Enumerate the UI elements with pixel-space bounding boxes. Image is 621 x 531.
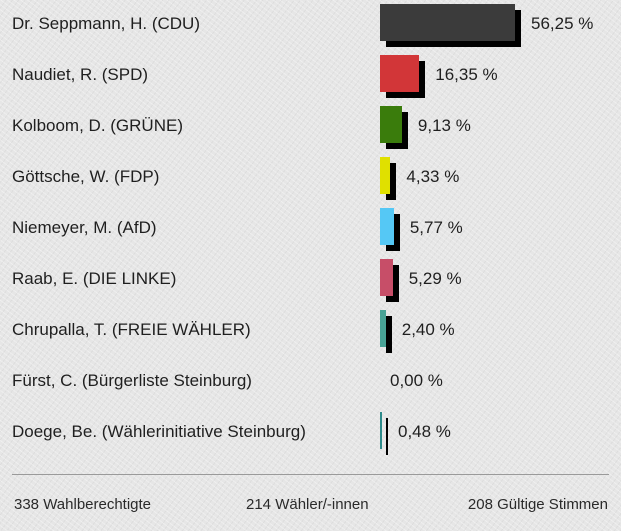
result-row: Kolboom, D. (GRÜNE) 9,13 % [0, 102, 621, 153]
result-row: Naudiet, R. (SPD) 16,35 % [0, 51, 621, 102]
result-row: Göttsche, W. (FDP) 4,33 % [0, 153, 621, 204]
bar-shadow [386, 418, 388, 455]
result-bar [380, 4, 515, 41]
result-row: Niemeyer, M. (AfD) 5,77 % [0, 204, 621, 255]
divider [12, 474, 609, 475]
result-bar [380, 412, 382, 449]
percentage-label: 0,48 % [398, 422, 451, 441]
percentage-label: 56,25 % [531, 14, 594, 33]
result-bar [380, 157, 391, 194]
percentage-label: 5,77 % [409, 218, 463, 237]
percentage-label: 9,13 % [417, 116, 471, 135]
bar-shadow [386, 163, 397, 200]
candidate-label: Naudiet, R. (SPD) [12, 65, 149, 84]
candidate-label: Raab, E. (DIE LINKE) [12, 269, 177, 288]
result-bar [380, 106, 402, 143]
results-bar-chart: Dr. Seppmann, H. (CDU) 56,25 % Naudiet, R.… [0, 0, 621, 459]
percentage-label: 0,00 % [390, 371, 443, 390]
candidate-label: Niemeyer, M. (AfD) [12, 218, 157, 237]
candidate-label: Doege, Be. (Wählerinitiative Steinburg) [12, 422, 306, 441]
result-bar [380, 259, 393, 296]
percentage-label: 16,35 % [435, 65, 498, 84]
valid-votes-count: 208 Gültige Stimmen [467, 496, 608, 513]
bar-shadow [386, 316, 392, 353]
percentage-label: 4,33 % [406, 167, 460, 186]
result-row: Doege, Be. (Wählerinitiative Steinburg) 0… [0, 408, 621, 459]
result-row: Raab, E. (DIE LINKE) 5,29 % [0, 255, 621, 306]
candidate-label: Fürst, C. (Bürgerliste Steinburg) [12, 371, 252, 390]
result-row: Chrupalla, T. (FREIE WÄHLER) 2,40 % [0, 306, 621, 357]
candidate-label: Dr. Seppmann, H. (CDU) [12, 14, 200, 33]
candidate-label: Kolboom, D. (GRÜNE) [12, 116, 183, 135]
eligible-voters-count: 338 Wahlberechtigte [14, 496, 152, 513]
result-row: Fürst, C. (Bürgerliste Steinburg) 0,00 % [0, 357, 621, 408]
voters-count: 214 Wähler/-innen [246, 496, 369, 513]
percentage-label: 2,40 % [401, 320, 455, 339]
candidate-label: Göttsche, W. (FDP) [12, 167, 160, 186]
percentage-label: 5,29 % [408, 269, 462, 288]
result-bar [380, 310, 386, 347]
result-bar [380, 55, 420, 92]
result-row: Dr. Seppmann, H. (CDU) 56,25 % [0, 0, 621, 51]
candidate-label: Chrupalla, T. (FREIE WÄHLER) [12, 320, 251, 339]
result-bar [380, 208, 394, 245]
